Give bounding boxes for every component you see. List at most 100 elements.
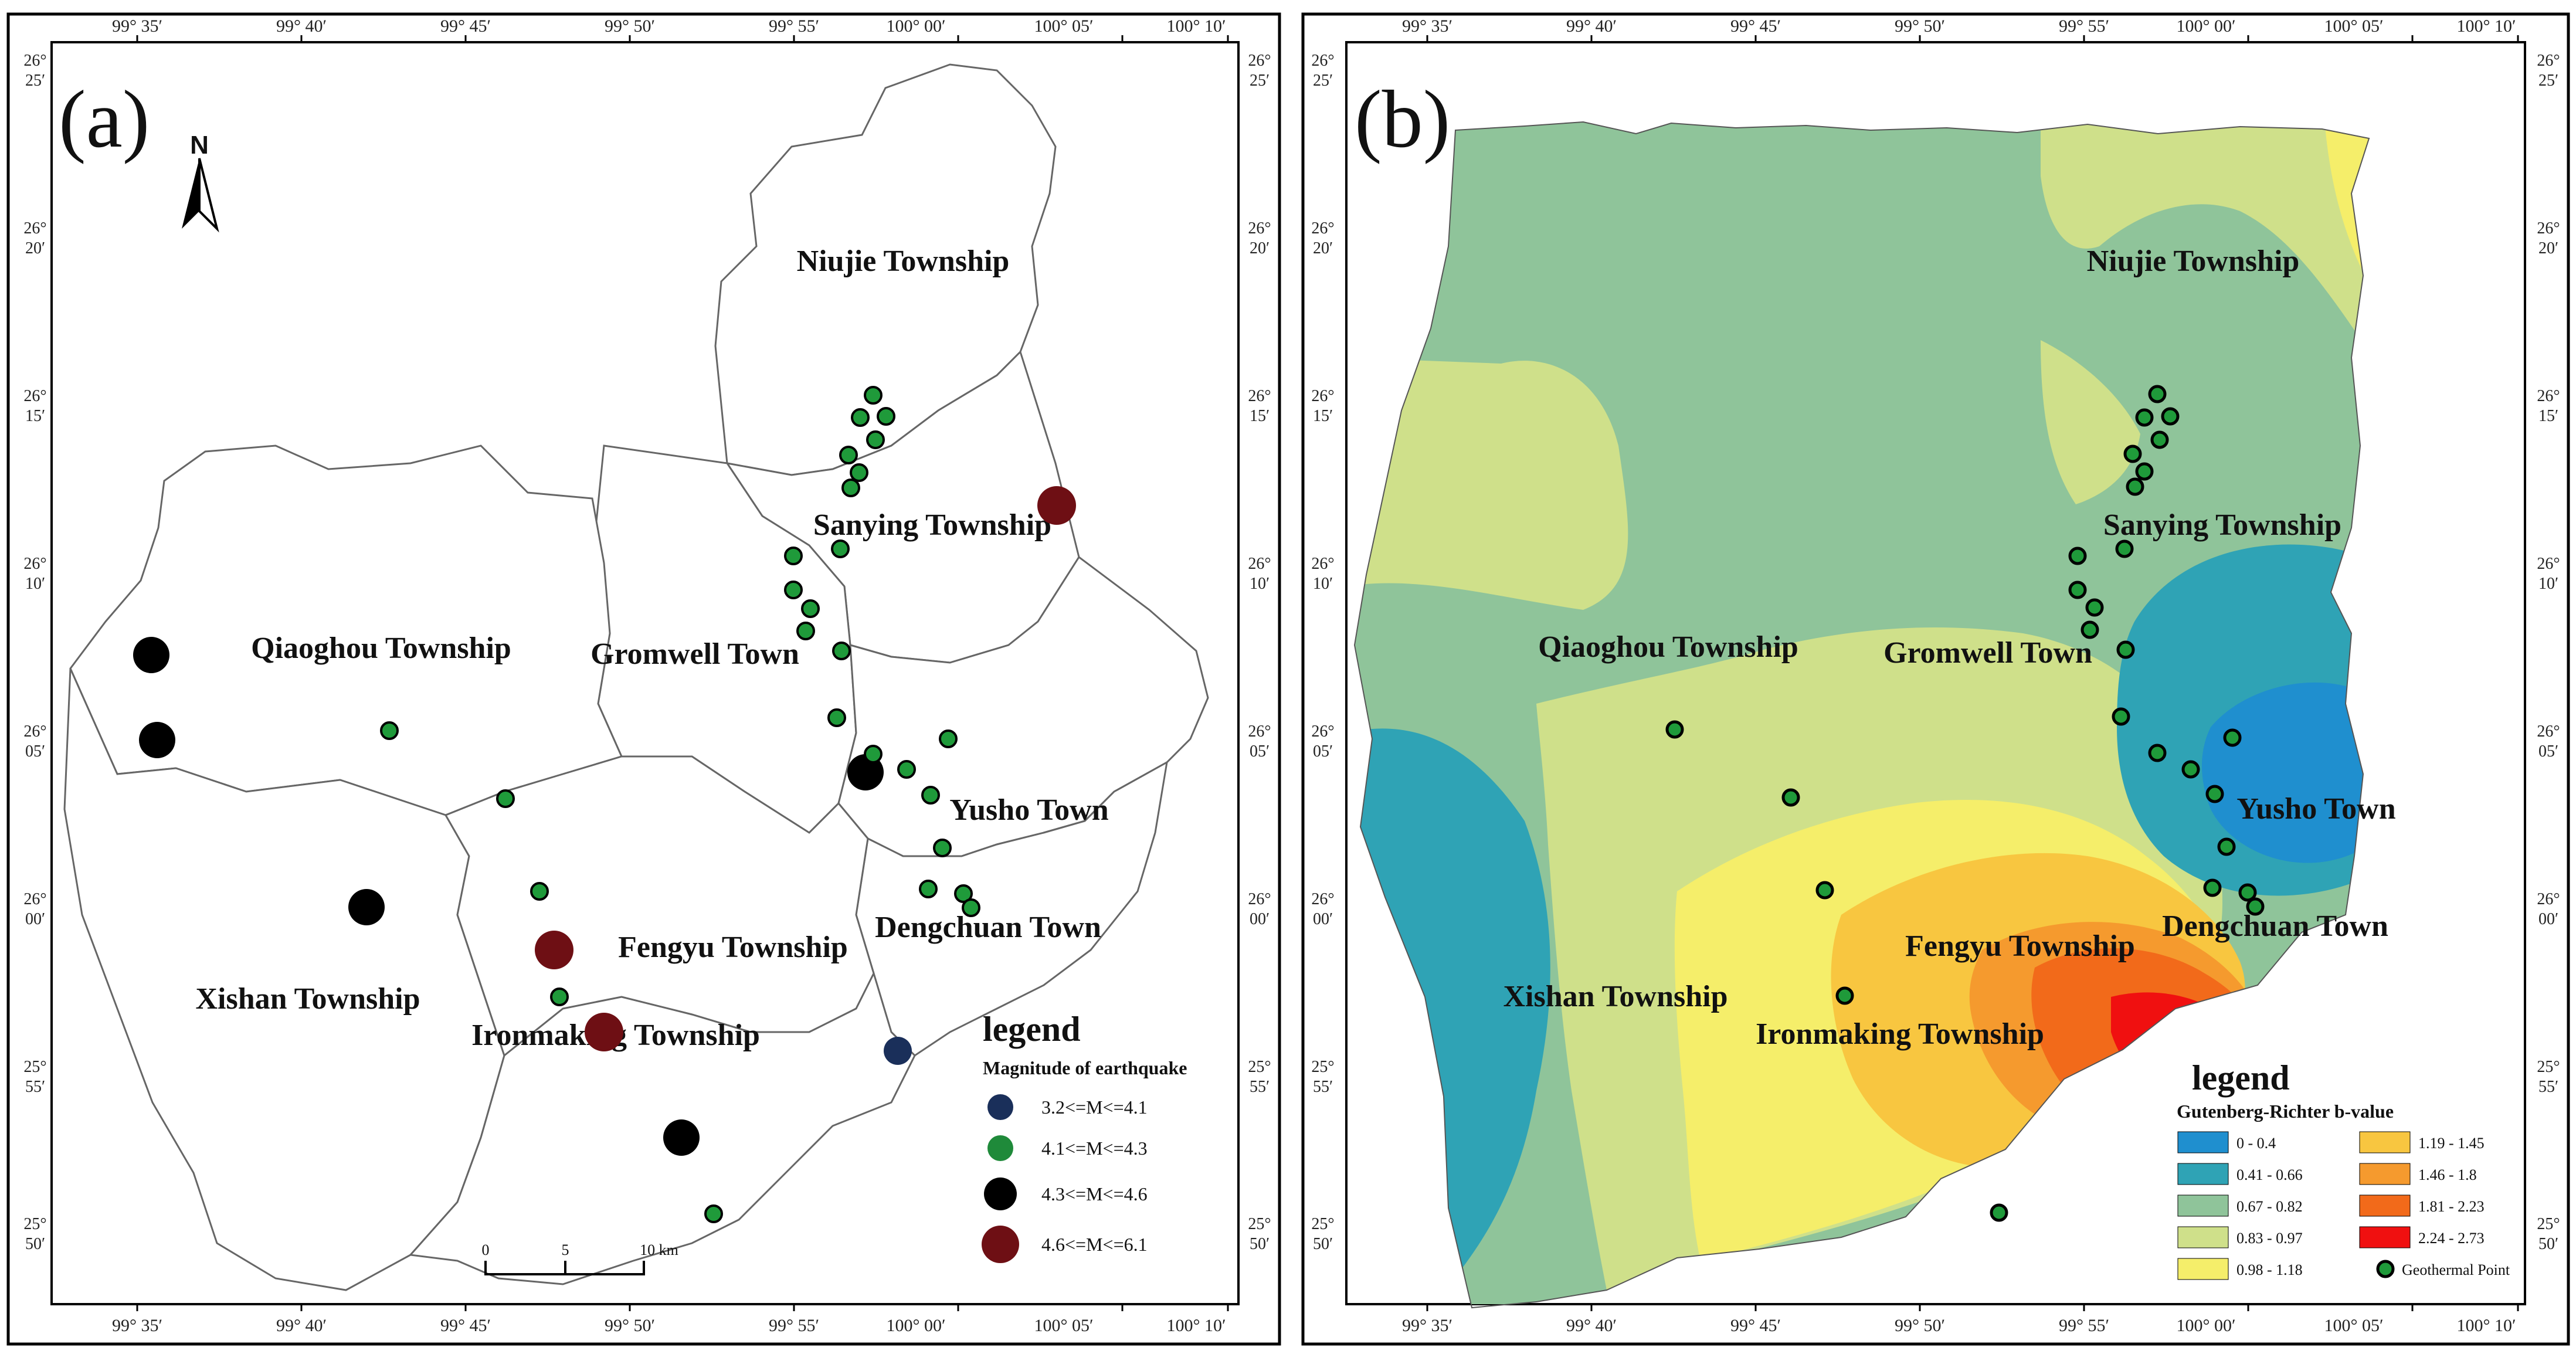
lon-label: 99° 50′ — [1895, 16, 1945, 36]
geothermal-point[interactable] — [2068, 547, 2087, 565]
quake-marker[interactable] — [784, 547, 803, 565]
geothermal-point[interactable] — [2115, 539, 2134, 558]
legend-b-swatch — [2177, 1194, 2229, 1217]
quake-marker[interactable] — [864, 745, 883, 763]
lat-deg: 25° — [1311, 1215, 1334, 1233]
lat-min: 10′ — [1250, 575, 1270, 593]
lon-label: 100° 05′ — [1034, 1316, 1093, 1335]
geothermal-point[interactable] — [2148, 744, 2167, 762]
legend-b: legend Gutenberg-Richter b-value 0 - 0.4… — [2177, 1058, 2510, 1280]
quake-marker[interactable] — [939, 729, 958, 748]
geothermal-point[interactable] — [2238, 883, 2257, 902]
lon-label: 100° 00′ — [2176, 1316, 2235, 1335]
panel-a-outer-frame — [6, 12, 1281, 1346]
legend-b-title: legend — [2192, 1058, 2290, 1097]
quake-marker[interactable] — [919, 880, 938, 898]
quake-marker[interactable] — [801, 599, 820, 618]
quake-marker[interactable] — [954, 884, 973, 903]
geothermal-point[interactable] — [2126, 477, 2144, 496]
geothermal-point[interactable] — [2203, 878, 2222, 897]
quake-marker[interactable] — [535, 931, 573, 969]
geothermal-point[interactable] — [1990, 1203, 2008, 1222]
quake-marker[interactable] — [827, 708, 846, 727]
lat-min: 50′ — [1250, 1235, 1270, 1253]
quake-marker[interactable] — [348, 889, 385, 925]
quake-marker[interactable] — [139, 722, 175, 758]
quake-marker[interactable] — [877, 407, 895, 426]
quake-marker[interactable] — [796, 622, 815, 640]
north-arrow: N — [182, 131, 219, 233]
quake-marker[interactable] — [550, 987, 569, 1006]
legend-a-swatch — [987, 1094, 1013, 1120]
lat-min: 00′ — [2538, 910, 2558, 928]
geothermal-point[interactable] — [1835, 986, 1854, 1005]
quake-marker[interactable] — [866, 430, 885, 449]
lat-deg: 25° — [23, 1058, 46, 1076]
lon-label: 100° 00′ — [2176, 16, 2235, 36]
quake-marker[interactable] — [897, 760, 916, 779]
quake-marker[interactable] — [704, 1204, 723, 1223]
quake-marker[interactable] — [841, 479, 860, 497]
quake-marker[interactable] — [1037, 486, 1076, 525]
panel-a-map-frame — [50, 41, 1240, 1305]
lat-min: 15′ — [25, 407, 45, 425]
geothermal-point[interactable] — [1815, 881, 1834, 900]
lon-label: 99° 40′ — [276, 16, 327, 36]
geothermal-point[interactable] — [2123, 444, 2142, 463]
geothermal-point[interactable] — [2181, 760, 2200, 779]
geothermal-point[interactable] — [2135, 408, 2154, 427]
quake-marker[interactable] — [831, 539, 850, 558]
quake-marker[interactable] — [884, 1037, 912, 1065]
geothermal-point[interactable] — [1665, 720, 1684, 739]
lon-label: 99° 45′ — [440, 16, 491, 36]
geothermal-point[interactable] — [2135, 462, 2154, 481]
label-gromwell: Gromwell Town — [1883, 636, 2092, 670]
quake-marker[interactable] — [496, 789, 515, 808]
panel-a-lat-labels-right: 26° 25′ 26° 20′ 26° 15′ 26° 10′ 26° 05′ … — [1248, 52, 1271, 1253]
geothermal-point[interactable] — [2081, 620, 2099, 639]
lat-deg: 26° — [2537, 555, 2560, 573]
label-dengchuan: Dengchuan Town — [875, 911, 1101, 944]
lon-label: 99° 45′ — [1730, 1316, 1781, 1335]
quake-marker[interactable] — [133, 637, 169, 673]
geothermal-point[interactable] — [2116, 640, 2135, 659]
geothermal-point[interactable] — [2148, 385, 2167, 403]
lat-deg: 26° — [23, 722, 46, 741]
township-ironmaking-area[interactable] — [408, 970, 916, 1285]
legend-a-title: legend — [983, 1010, 1081, 1048]
label-niujie: Niujie Township — [2087, 245, 2300, 278]
geothermal-point[interactable] — [2223, 728, 2242, 747]
quake-marker[interactable] — [839, 446, 858, 464]
quake-marker[interactable] — [933, 839, 952, 857]
label-yusho: Yusho Town — [2236, 792, 2395, 826]
geothermal-point[interactable] — [2217, 837, 2236, 856]
geothermal-point[interactable] — [2246, 897, 2265, 916]
quake-marker[interactable] — [864, 386, 883, 405]
lat-deg: 26° — [23, 890, 46, 908]
legend-b-swatch — [2177, 1226, 2229, 1248]
quake-marker[interactable] — [921, 786, 940, 805]
geothermal-point[interactable] — [2205, 785, 2224, 803]
geothermal-point[interactable] — [2150, 430, 2169, 449]
township-qiaoghou-area[interactable] — [69, 444, 623, 816]
quake-marker[interactable] — [851, 408, 870, 427]
quake-marker[interactable] — [585, 1013, 623, 1051]
lat-deg: 26° — [2537, 890, 2560, 908]
quake-marker[interactable] — [962, 898, 980, 917]
geothermal-point[interactable] — [2085, 598, 2104, 617]
quake-marker[interactable] — [530, 882, 549, 901]
quake-marker[interactable] — [832, 642, 851, 660]
geothermal-point[interactable] — [2112, 707, 2130, 726]
quake-marker[interactable] — [380, 721, 399, 740]
panel-a-lon-labels-top: 99° 35′ 99° 40′ 99° 45′ 99° 50′ 99° 55′ … — [112, 16, 1226, 36]
geothermal-point[interactable] — [2068, 581, 2087, 599]
geothermal-point[interactable] — [2161, 407, 2180, 426]
lat-min: 20′ — [1313, 239, 1333, 257]
scale-bar: 0 5 10 km — [482, 1241, 678, 1275]
quake-marker[interactable] — [850, 463, 868, 482]
quake-marker[interactable] — [784, 581, 803, 599]
lat-deg: 25° — [1248, 1058, 1271, 1076]
geothermal-point[interactable] — [1781, 788, 1800, 807]
quake-marker[interactable] — [663, 1119, 700, 1156]
lon-label: 100° 05′ — [2324, 1316, 2383, 1335]
